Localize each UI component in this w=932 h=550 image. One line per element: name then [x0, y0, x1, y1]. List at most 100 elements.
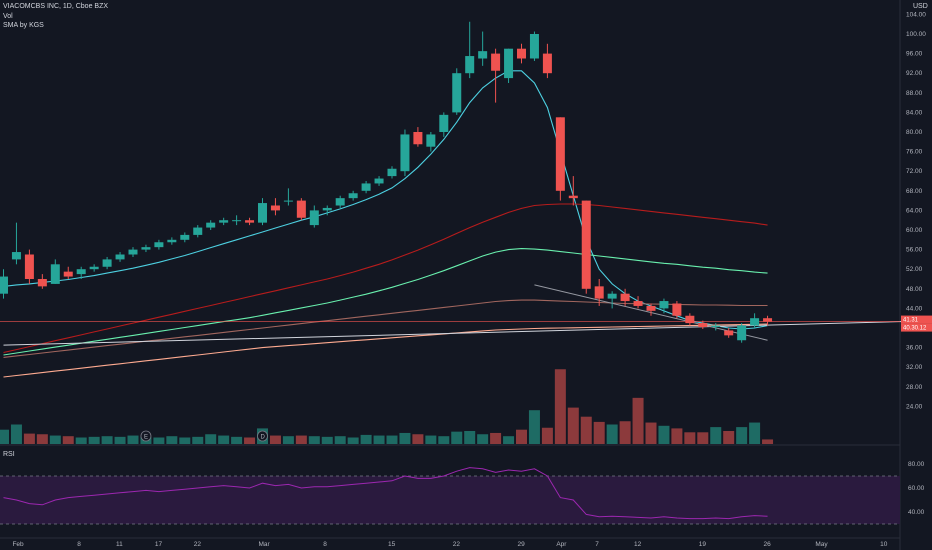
volume-bar: [166, 436, 178, 444]
volume-bar: [0, 429, 9, 444]
rsi-axis-label: 40.00: [908, 509, 925, 516]
candle-body: [607, 293, 617, 299]
candle-body: [141, 247, 151, 250]
price-axis-tick: 24.00: [906, 403, 923, 410]
candle-body: [76, 269, 86, 275]
volume-bar: [179, 437, 191, 444]
price-axis-tick: 60.00: [906, 227, 923, 234]
candle-body: [750, 318, 760, 326]
time-axis-label: May: [815, 541, 828, 548]
candle-body: [296, 200, 306, 218]
volume-bar: [192, 436, 204, 444]
time-axis-label: 26: [764, 541, 772, 548]
candle-body: [283, 200, 293, 202]
candle-body: [167, 239, 177, 243]
volume-bar: [75, 437, 87, 444]
volume-bar: [386, 435, 398, 444]
volume-bar: [347, 437, 359, 444]
candle-body: [258, 203, 267, 223]
candle-body: [555, 117, 565, 191]
volume-bar: [62, 436, 74, 444]
volume-bar: [10, 424, 22, 444]
time-axis-label: 17: [155, 541, 163, 548]
price-axis-tick: 64.00: [906, 207, 923, 214]
candle-body: [491, 53, 501, 71]
candle-body: [374, 178, 384, 184]
candle-body: [737, 325, 747, 341]
candle-body: [37, 279, 47, 287]
price-axis-tick: 88.00: [906, 90, 923, 97]
volume-bar: [295, 435, 307, 444]
volume-bar: [425, 435, 437, 444]
event-marker: [257, 430, 268, 442]
volume-bar: [308, 436, 320, 444]
candle-body: [529, 34, 539, 59]
time-axis-label: 19: [699, 541, 707, 548]
candle-body: [335, 198, 345, 206]
price-axis-tick: 36.00: [906, 345, 923, 352]
volume-bar: [671, 428, 683, 444]
price-axis-tick: 76.00: [906, 149, 923, 156]
candle-body: [711, 325, 721, 328]
time-axis-label: 22: [194, 541, 202, 548]
volume-bar: [153, 437, 165, 444]
support-trendline: [3, 320, 932, 346]
candle-body: [309, 210, 319, 226]
volume-bar: [127, 435, 139, 444]
volume-bar: [231, 436, 243, 444]
candle-body: [361, 183, 371, 191]
event-marker: [140, 430, 152, 442]
volume-bar: [710, 427, 722, 444]
volume-bar: [269, 435, 281, 444]
volume-bar: [658, 425, 670, 444]
volume-bar: [645, 422, 657, 444]
candle-body: [387, 168, 397, 177]
sma-green-line: [3, 248, 768, 356]
candle-body: [478, 51, 488, 59]
price-axis-tick: 56.00: [906, 247, 923, 254]
volume-bar: [49, 435, 61, 444]
candle-body: [24, 254, 34, 279]
time-axis-label: Apr: [556, 541, 567, 548]
price-axis-tick: 72.00: [906, 168, 923, 175]
candle-body: [245, 220, 255, 223]
price-axis-tick: 52.00: [906, 266, 923, 273]
candle-body: [633, 301, 643, 306]
volume-bar: [360, 434, 372, 444]
price-axis-tick: 68.00: [906, 188, 923, 195]
symbol-title: VIACOMCBS INC, 1D, Cboe BZX: [3, 3, 109, 10]
volume-bar: [580, 416, 592, 444]
candle-body: [128, 249, 138, 255]
time-axis-label: 29: [518, 541, 526, 548]
candle-body: [180, 234, 190, 240]
candle-body: [11, 252, 21, 260]
rsi-band: [0, 476, 900, 524]
candle-body: [426, 134, 436, 147]
candle-body: [206, 222, 216, 228]
event-marker-letter: D: [261, 435, 266, 441]
time-axis-label: 7: [595, 541, 599, 548]
candle-body: [154, 242, 164, 248]
price-axis-tick: 28.00: [906, 384, 923, 391]
volume-bar: [503, 436, 515, 444]
candle-body: [400, 134, 410, 172]
countdown-badge-text: 40.30.12: [903, 326, 927, 332]
volume-bar: [477, 434, 489, 444]
candle-body: [452, 73, 462, 113]
candle-body: [50, 264, 60, 284]
candle-body: [698, 323, 708, 328]
volume-bar: [218, 435, 230, 444]
rsi-indicator-label: RSI: [3, 451, 15, 458]
volume-bar: [205, 434, 217, 444]
volume-bar: [244, 437, 256, 444]
time-axis-label: Feb: [12, 541, 24, 548]
candle-body: [620, 293, 630, 302]
time-axis-label: 11: [116, 541, 123, 548]
candle-body: [0, 276, 8, 294]
candle-body: [348, 193, 358, 199]
volume-bar: [334, 436, 346, 444]
price-axis-tick: 96.00: [906, 51, 923, 58]
volume-bar: [723, 431, 735, 444]
candle-body: [581, 200, 591, 289]
